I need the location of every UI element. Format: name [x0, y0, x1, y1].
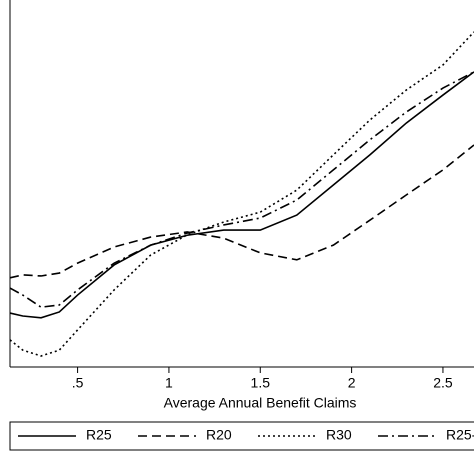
x-tick-label: 2: [348, 375, 356, 391]
x-tick-label: 1: [165, 375, 173, 391]
x-tick-label: 1.5: [251, 375, 271, 391]
legend-label: R30: [326, 427, 352, 443]
legend-label: R25: [86, 427, 112, 443]
legend-label: R20: [206, 427, 232, 443]
x-axis-label: Average Annual Benefit Claims: [164, 395, 357, 411]
series-line: [9, 71, 474, 319]
x-tick-label: 2.5: [433, 375, 453, 391]
series-line: [9, 71, 474, 309]
x-tick-label: .5: [72, 375, 84, 391]
legend-box: [9, 421, 474, 451]
legend-label: R25-: [446, 427, 474, 443]
series-line: [9, 144, 474, 279]
series-line: [9, 31, 474, 357]
